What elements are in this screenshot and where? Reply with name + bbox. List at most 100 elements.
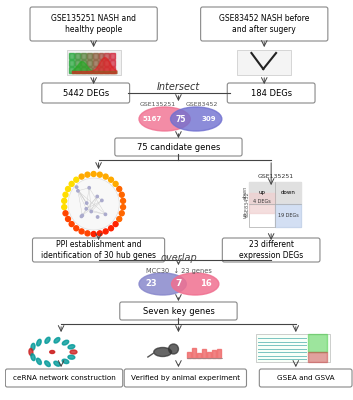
Circle shape bbox=[85, 172, 90, 177]
Bar bbox=[98, 53, 103, 59]
Text: 16: 16 bbox=[200, 280, 212, 288]
FancyBboxPatch shape bbox=[259, 369, 352, 387]
Ellipse shape bbox=[50, 350, 55, 354]
Circle shape bbox=[85, 202, 88, 204]
Circle shape bbox=[103, 229, 108, 234]
FancyBboxPatch shape bbox=[120, 302, 237, 320]
Bar bbox=[250, 193, 275, 213]
Circle shape bbox=[101, 199, 103, 202]
Circle shape bbox=[97, 172, 102, 177]
Circle shape bbox=[121, 198, 126, 203]
Bar bbox=[87, 67, 92, 73]
Ellipse shape bbox=[139, 107, 190, 131]
Circle shape bbox=[69, 222, 74, 226]
Ellipse shape bbox=[45, 361, 50, 366]
Bar bbox=[75, 60, 80, 66]
Text: 309: 309 bbox=[202, 116, 216, 122]
Bar bbox=[87, 60, 92, 66]
Circle shape bbox=[97, 231, 102, 236]
Circle shape bbox=[121, 205, 126, 210]
Circle shape bbox=[68, 178, 119, 230]
Circle shape bbox=[85, 208, 88, 210]
Circle shape bbox=[62, 205, 67, 210]
Text: 5167: 5167 bbox=[142, 116, 161, 122]
Bar bbox=[212, 350, 216, 358]
Circle shape bbox=[113, 222, 118, 226]
Circle shape bbox=[79, 229, 84, 234]
Circle shape bbox=[117, 216, 122, 222]
Text: 5442 DEGs: 5442 DEGs bbox=[62, 88, 109, 98]
Bar bbox=[307, 352, 327, 362]
FancyBboxPatch shape bbox=[124, 369, 246, 387]
FancyBboxPatch shape bbox=[5, 369, 123, 387]
Ellipse shape bbox=[45, 337, 50, 343]
Circle shape bbox=[80, 215, 83, 218]
Circle shape bbox=[74, 226, 79, 231]
Circle shape bbox=[109, 226, 113, 231]
Bar bbox=[92, 67, 97, 73]
FancyBboxPatch shape bbox=[30, 7, 157, 41]
Circle shape bbox=[66, 186, 71, 192]
Ellipse shape bbox=[172, 273, 219, 295]
Circle shape bbox=[109, 177, 113, 182]
Bar bbox=[75, 67, 80, 73]
Text: GSE135251 NASH and
healthy people: GSE135251 NASH and healthy people bbox=[51, 14, 136, 34]
Text: 75 candidate genes: 75 candidate genes bbox=[137, 142, 220, 152]
Circle shape bbox=[69, 182, 74, 186]
Text: 23: 23 bbox=[145, 280, 157, 288]
Text: GSE83452 NASH before
and after sugery: GSE83452 NASH before and after sugery bbox=[219, 14, 310, 34]
Circle shape bbox=[91, 172, 96, 176]
Circle shape bbox=[85, 231, 90, 236]
Bar bbox=[187, 352, 191, 358]
FancyBboxPatch shape bbox=[201, 7, 328, 41]
Ellipse shape bbox=[54, 338, 60, 343]
Circle shape bbox=[169, 344, 179, 354]
Bar bbox=[69, 60, 74, 66]
Ellipse shape bbox=[54, 361, 60, 366]
Text: 7: 7 bbox=[175, 280, 182, 288]
Text: PPI establishment and
identification of 30 hub genes: PPI establishment and identification of … bbox=[41, 240, 156, 260]
Ellipse shape bbox=[154, 348, 172, 356]
FancyBboxPatch shape bbox=[32, 238, 164, 262]
Ellipse shape bbox=[36, 358, 41, 364]
Text: GSEA and GSVA: GSEA and GSVA bbox=[277, 375, 335, 381]
Text: up: up bbox=[259, 190, 266, 195]
Text: 184 DEGs: 184 DEGs bbox=[251, 88, 292, 98]
Text: 23 different
expression DEGs: 23 different expression DEGs bbox=[239, 240, 303, 260]
FancyBboxPatch shape bbox=[256, 334, 330, 362]
Circle shape bbox=[90, 210, 92, 213]
Ellipse shape bbox=[68, 355, 75, 359]
Ellipse shape bbox=[31, 354, 35, 360]
Circle shape bbox=[62, 198, 67, 203]
Circle shape bbox=[103, 174, 108, 179]
Circle shape bbox=[119, 211, 124, 216]
Ellipse shape bbox=[62, 340, 69, 345]
Bar bbox=[197, 353, 201, 358]
Circle shape bbox=[76, 186, 78, 188]
Text: GSE135251: GSE135251 bbox=[140, 102, 176, 108]
Text: 75: 75 bbox=[175, 114, 186, 124]
Bar bbox=[104, 60, 109, 66]
Ellipse shape bbox=[31, 343, 35, 350]
Text: Intersect: Intersect bbox=[157, 82, 200, 92]
Bar bbox=[110, 53, 115, 59]
Text: 4 DEGs: 4 DEGs bbox=[253, 199, 271, 204]
Text: 19 DEGs: 19 DEGs bbox=[277, 213, 298, 218]
Circle shape bbox=[113, 182, 118, 186]
Bar bbox=[69, 53, 74, 59]
Bar bbox=[307, 334, 327, 352]
Ellipse shape bbox=[139, 273, 186, 295]
Bar bbox=[110, 67, 115, 73]
Bar bbox=[92, 53, 97, 59]
FancyBboxPatch shape bbox=[237, 50, 291, 75]
Ellipse shape bbox=[62, 359, 69, 364]
Ellipse shape bbox=[29, 348, 33, 356]
Bar bbox=[81, 60, 86, 66]
Text: GSE135251: GSE135251 bbox=[258, 174, 294, 178]
Bar bbox=[98, 67, 103, 73]
Bar bbox=[110, 60, 115, 66]
FancyBboxPatch shape bbox=[115, 138, 242, 156]
Circle shape bbox=[96, 216, 99, 218]
Text: down: down bbox=[243, 186, 248, 199]
FancyBboxPatch shape bbox=[250, 182, 301, 226]
